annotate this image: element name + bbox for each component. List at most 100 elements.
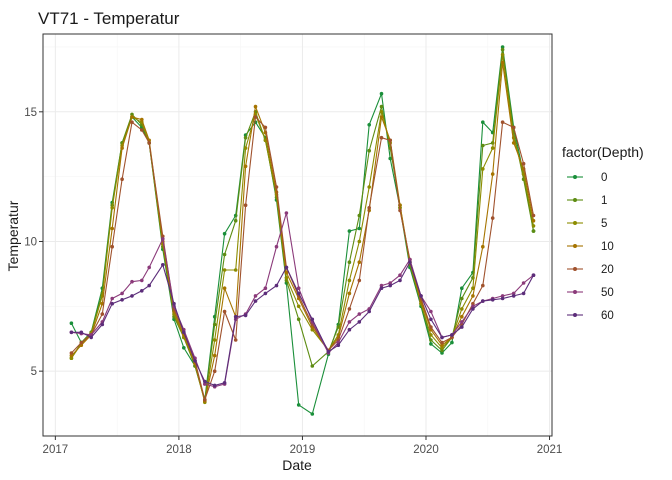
series-20	[69, 115, 536, 402]
data-point	[511, 141, 516, 145]
data-point	[284, 211, 289, 215]
data-point	[379, 135, 384, 140]
data-point	[284, 265, 289, 270]
data-point	[398, 278, 402, 283]
data-point	[336, 343, 341, 348]
data-point	[500, 296, 505, 301]
y-tick-label: 15	[24, 107, 37, 119]
x-axis-ticks: 2017 2018 2019 2020 2021	[43, 436, 563, 456]
data-point	[140, 289, 144, 293]
legend-label: 50	[601, 287, 614, 299]
data-point	[429, 317, 433, 322]
data-point	[460, 307, 464, 311]
data-point	[263, 125, 268, 130]
data-point	[481, 143, 485, 148]
data-point	[440, 340, 444, 345]
data-point	[89, 335, 93, 340]
legend-label: 5	[601, 218, 607, 230]
data-point	[193, 359, 197, 363]
data-point	[110, 301, 114, 306]
data-point	[161, 234, 165, 239]
data-point	[357, 312, 362, 316]
data-point	[161, 263, 165, 267]
data-point	[357, 278, 362, 283]
data-point	[296, 304, 301, 309]
legend-item: 0	[567, 172, 607, 184]
legend-item: 5	[567, 218, 607, 230]
data-point	[222, 252, 227, 257]
data-point	[110, 226, 114, 231]
x-tick-label: 2020	[413, 444, 439, 456]
data-point	[100, 322, 105, 327]
legend-key-point	[573, 313, 577, 317]
data-point	[367, 309, 372, 314]
data-point	[379, 283, 384, 288]
data-point	[347, 307, 352, 311]
data-point	[203, 379, 207, 384]
data-point	[357, 213, 362, 218]
legend-label: 1	[601, 195, 607, 207]
data-point	[429, 333, 433, 337]
data-point	[130, 294, 134, 298]
data-point	[379, 91, 384, 96]
data-point	[440, 348, 444, 353]
data-point	[388, 138, 393, 143]
legend-title: factor(Depth)	[562, 144, 644, 160]
data-point	[274, 283, 279, 288]
data-point	[367, 148, 372, 153]
data-point	[388, 156, 393, 161]
x-axis-title: Date	[282, 457, 312, 473]
data-point	[429, 309, 433, 314]
data-point	[500, 60, 505, 65]
legend-item: 1	[567, 195, 607, 207]
legend-item: 60	[567, 310, 614, 322]
data-point	[500, 47, 505, 52]
data-point	[69, 356, 74, 361]
y-tick-label: 10	[24, 236, 37, 248]
data-point	[130, 112, 134, 117]
data-point	[296, 286, 301, 291]
data-point	[481, 283, 485, 288]
data-point	[233, 314, 238, 319]
data-point	[450, 340, 454, 345]
y-axis-ticks: 5 10 15	[24, 107, 43, 378]
data-point	[481, 244, 485, 249]
data-point	[388, 281, 393, 285]
data-point	[511, 125, 516, 130]
data-point	[263, 291, 268, 296]
data-point	[398, 208, 402, 213]
data-point	[274, 244, 279, 249]
data-point	[147, 283, 151, 288]
series-layer	[69, 45, 536, 416]
data-point	[140, 117, 144, 122]
legend-key-point	[573, 267, 577, 271]
data-point	[130, 120, 134, 124]
data-point	[460, 286, 464, 291]
legend-label: 10	[601, 241, 614, 253]
data-point	[296, 317, 301, 322]
data-point	[222, 268, 227, 272]
data-point	[347, 320, 352, 324]
data-point	[69, 353, 74, 358]
data-point	[460, 320, 464, 324]
data-point	[481, 120, 485, 124]
data-point	[511, 294, 516, 298]
x-tick-label: 2021	[537, 444, 563, 456]
data-point	[161, 237, 165, 241]
data-point	[460, 296, 464, 301]
data-point	[182, 346, 186, 350]
data-point	[233, 338, 238, 342]
data-point	[253, 115, 258, 119]
data-point	[490, 216, 495, 220]
data-point	[222, 381, 227, 385]
data-point	[79, 340, 84, 345]
data-point	[120, 291, 124, 296]
data-point	[212, 383, 217, 388]
x-tick-label: 2019	[290, 444, 316, 456]
data-point	[172, 301, 176, 306]
y-tick-label: 5	[31, 366, 37, 378]
legend-label: 60	[601, 310, 614, 322]
data-point	[388, 283, 393, 288]
data-point	[120, 146, 124, 150]
data-point	[531, 213, 536, 218]
